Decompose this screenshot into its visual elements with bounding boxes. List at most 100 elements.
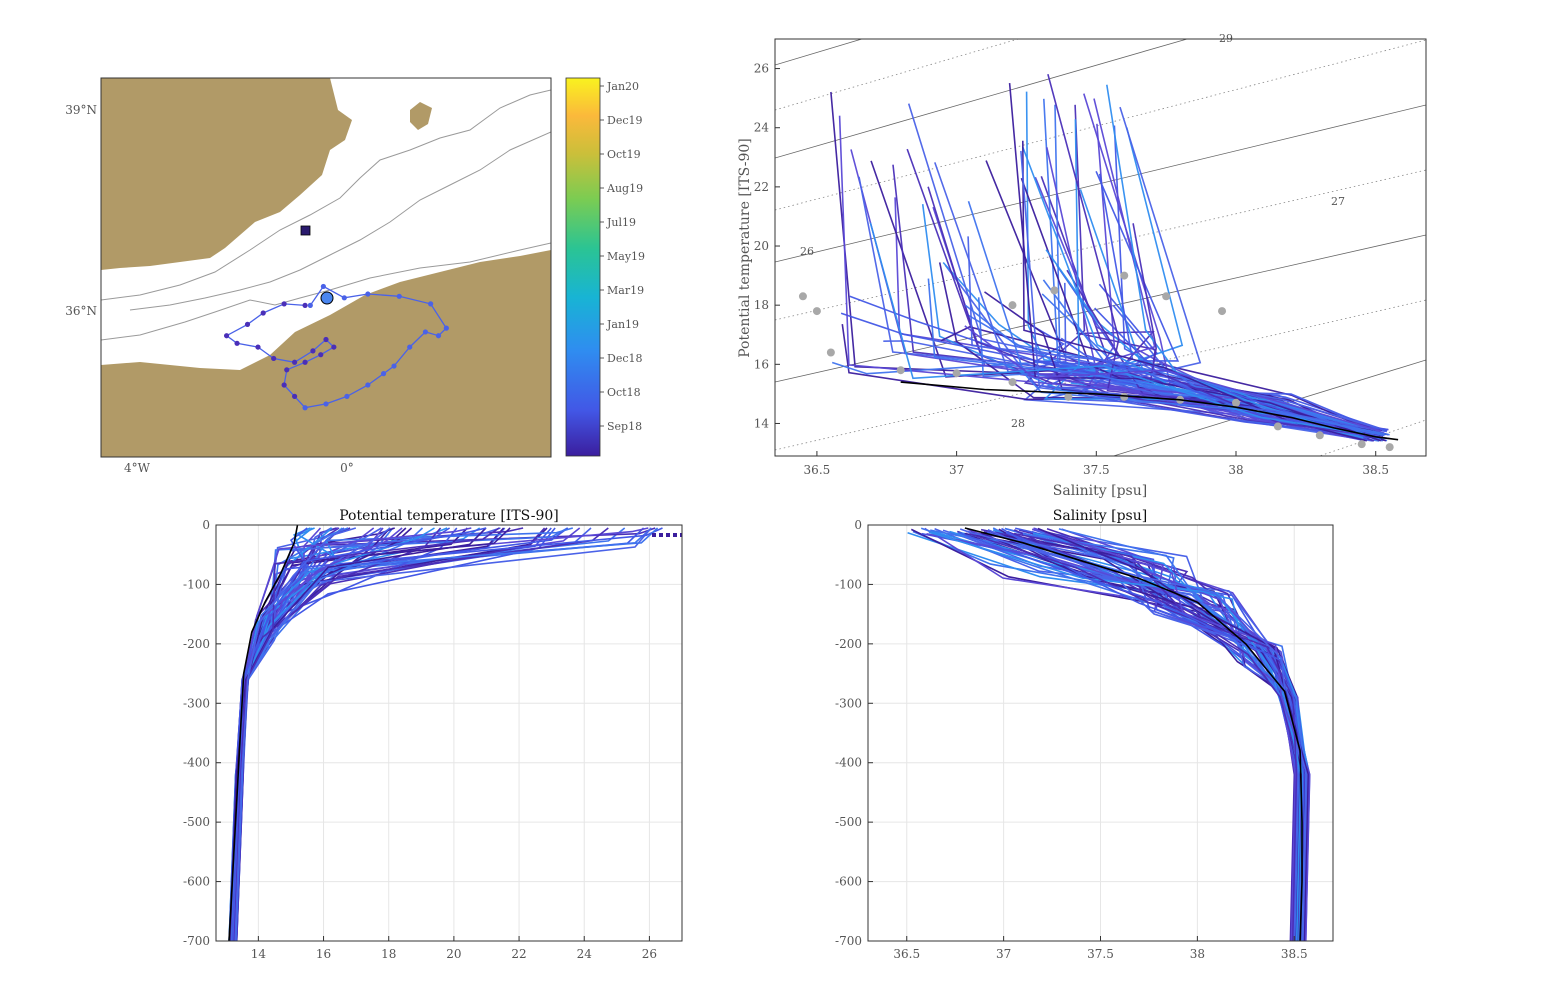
ts-reference-point bbox=[1008, 378, 1017, 387]
map-bathy-contour bbox=[129, 131, 551, 311]
map-track-dots bbox=[223, 283, 449, 411]
ytick: 0 bbox=[202, 518, 210, 532]
colorbar-gradient bbox=[565, 77, 601, 457]
map-track-point bbox=[331, 344, 337, 350]
map-land-south bbox=[101, 250, 551, 457]
ts-xtick: 37 bbox=[949, 463, 964, 477]
ts-profile-line bbox=[869, 222, 1364, 435]
map-track-point bbox=[255, 344, 261, 350]
map-track-point bbox=[271, 355, 277, 362]
ts-reference-point bbox=[1273, 422, 1282, 431]
sal-profile-panel: 36.5 37 37.5 38 38.5 0 -100 -200 -300 -400 -500 -60… bbox=[835, 508, 1334, 961]
map-track-point bbox=[391, 363, 397, 369]
xtick: 36.5 bbox=[893, 947, 920, 961]
profile-line bbox=[974, 532, 1308, 941]
ts-xtick: 37.5 bbox=[1083, 463, 1110, 477]
ts-ytick: 22 bbox=[754, 180, 769, 194]
ytick: -100 bbox=[835, 577, 862, 591]
ytick: -600 bbox=[183, 875, 210, 889]
map-bathy-contour bbox=[101, 89, 551, 301]
colorbar-label: Dec19 bbox=[607, 114, 643, 127]
map-end-marker bbox=[320, 291, 334, 305]
map-xtick: 0° bbox=[340, 461, 354, 475]
ts-reference-point bbox=[1232, 398, 1241, 407]
map-track-point bbox=[302, 405, 308, 411]
ts-reference-point bbox=[1357, 440, 1366, 449]
xtick: 22 bbox=[511, 947, 526, 961]
colorbar-label: Jul19 bbox=[606, 216, 636, 229]
map-track-point bbox=[323, 401, 329, 407]
isopycnal-label: 26 bbox=[800, 245, 814, 258]
ts-xlabel: Salinity [psu] bbox=[1053, 483, 1147, 499]
xtick: 24 bbox=[577, 947, 593, 961]
xtick: 16 bbox=[316, 947, 331, 961]
xtick: 38.5 bbox=[1281, 947, 1308, 961]
ytick: 0 bbox=[854, 518, 862, 532]
map-track-point bbox=[428, 301, 434, 307]
map-bathy-contour bbox=[101, 242, 551, 341]
map-ytick: 36°N bbox=[65, 304, 97, 318]
ts-reference-point bbox=[952, 369, 961, 378]
colorbar: Jan20 Dec19 Oct19 Aug19 Jul19 May19 Mar19 Jan19… bbox=[565, 77, 645, 457]
map-track-point bbox=[234, 340, 240, 346]
colorbar-label: Oct19 bbox=[607, 148, 641, 161]
map-track-point bbox=[292, 359, 298, 365]
colorbar-label: Jan20 bbox=[606, 80, 639, 93]
colorbar-label: Mar19 bbox=[607, 284, 644, 297]
map-track-point bbox=[443, 325, 449, 331]
ytick: -500 bbox=[183, 815, 210, 829]
map-start-marker bbox=[300, 225, 311, 236]
ytick: -400 bbox=[835, 756, 862, 770]
ts-reference-point bbox=[1120, 392, 1129, 401]
ts-reference-point bbox=[812, 307, 821, 316]
ts-profile-line bbox=[1077, 173, 1376, 438]
colorbar-label: Aug19 bbox=[606, 182, 643, 195]
ts-reference-point bbox=[826, 348, 835, 357]
map-panel: 39°N 36°N 4°W 0° bbox=[65, 77, 552, 475]
map-land-island bbox=[410, 102, 432, 130]
profile-line bbox=[1037, 527, 1309, 941]
ytick: -400 bbox=[183, 756, 210, 770]
map-track-point bbox=[281, 301, 287, 307]
xtick: 37 bbox=[996, 947, 1011, 961]
map-track-point bbox=[344, 393, 350, 399]
temp-title: Potential temperature [ITS-90] bbox=[339, 508, 559, 524]
colorbar-label: May19 bbox=[607, 250, 645, 263]
ts-reference-point bbox=[1218, 307, 1227, 316]
ytick: -300 bbox=[183, 696, 210, 710]
ytick: -100 bbox=[183, 577, 210, 591]
ts-reference-point bbox=[896, 366, 905, 375]
ytick: -600 bbox=[835, 875, 862, 889]
map-track-point bbox=[281, 382, 287, 388]
ts-xtick: 36.5 bbox=[804, 463, 831, 477]
map-track-point bbox=[320, 283, 326, 290]
map-ytick: 39°N bbox=[65, 103, 97, 117]
map-track-point bbox=[407, 344, 413, 350]
ts-reference-point bbox=[1120, 271, 1129, 280]
profile-line bbox=[234, 527, 345, 941]
ytick: -500 bbox=[835, 815, 862, 829]
ts-reference-point bbox=[1050, 286, 1059, 295]
map-track-point bbox=[223, 333, 230, 339]
xtick: 37.5 bbox=[1087, 947, 1114, 961]
colorbar-label: Oct18 bbox=[607, 386, 641, 399]
profile-line bbox=[968, 532, 1298, 941]
map-track-point bbox=[284, 367, 290, 373]
ytick: -200 bbox=[183, 637, 210, 651]
ts-reference-point bbox=[1315, 431, 1324, 440]
ts-reference-points bbox=[798, 271, 1394, 452]
ts-xtick: 38 bbox=[1228, 463, 1243, 477]
ts-profile-lines bbox=[830, 73, 1390, 442]
temp-profile-panel: 14 16 18 20 22 24 26 0 -100 -200 -300 -400 -500 -600 -… bbox=[183, 508, 683, 961]
ts-ylabel: Potential temperature [ITS-90] bbox=[737, 138, 753, 358]
map-track-point bbox=[422, 329, 429, 335]
map-track-point bbox=[365, 291, 371, 297]
ts-profile-line bbox=[1020, 150, 1375, 431]
ts-reference-point bbox=[798, 292, 807, 301]
ts-frame bbox=[774, 38, 1427, 457]
sal-mean-profile bbox=[964, 527, 1303, 941]
isopycnal-label: 27 bbox=[1331, 195, 1345, 208]
temp-frame bbox=[215, 524, 683, 942]
ts-reference-point bbox=[1162, 292, 1171, 301]
